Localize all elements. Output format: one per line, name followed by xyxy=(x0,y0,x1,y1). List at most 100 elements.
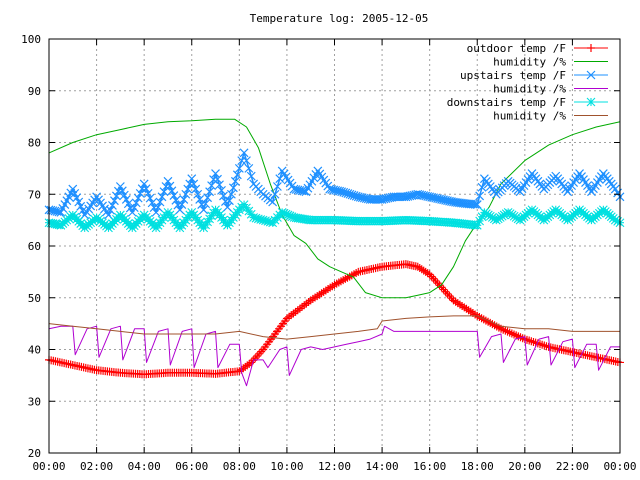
data-point xyxy=(533,339,542,348)
y-tick-label: 80 xyxy=(28,137,41,150)
data-point xyxy=(477,182,487,192)
data-point xyxy=(199,223,209,233)
legend-label: humidity /% xyxy=(493,110,566,123)
data-point xyxy=(230,176,240,186)
y-tick-label: 90 xyxy=(28,85,41,98)
data-point xyxy=(131,198,141,208)
data-point xyxy=(246,171,256,181)
data-point xyxy=(165,181,175,191)
data-point xyxy=(145,193,155,203)
data-point xyxy=(470,200,480,209)
x-tick-label: 12:00 xyxy=(318,460,351,473)
data-point xyxy=(423,269,432,278)
data-point xyxy=(195,195,205,204)
data-point xyxy=(472,200,482,210)
data-point xyxy=(256,215,266,224)
data-point xyxy=(127,207,137,217)
data-point xyxy=(249,213,258,222)
chart-title: Temperature log: 2005-12-05 xyxy=(250,12,429,25)
data-point xyxy=(244,163,254,173)
data-point xyxy=(538,340,547,349)
data-point xyxy=(110,196,119,206)
data-point xyxy=(123,199,133,209)
data-point xyxy=(217,185,226,195)
series-0 xyxy=(45,260,624,379)
data-point xyxy=(283,210,293,220)
series-layer xyxy=(44,118,625,387)
x-tick-label: 10:00 xyxy=(270,460,303,473)
x-tick-label: 14:00 xyxy=(366,460,399,473)
series-line xyxy=(48,315,620,340)
x-tick-label: 18:00 xyxy=(461,460,494,473)
x-tick-label: 22:00 xyxy=(556,460,589,473)
data-point xyxy=(246,209,256,219)
data-point xyxy=(242,156,251,166)
series-line xyxy=(48,325,620,387)
data-point xyxy=(226,189,236,199)
data-point xyxy=(261,216,270,226)
data-point xyxy=(279,208,289,218)
data-point xyxy=(213,174,222,184)
y-tick-label: 20 xyxy=(28,447,41,460)
data-point xyxy=(268,197,278,207)
x-tick-label: 08:00 xyxy=(223,460,256,473)
data-point xyxy=(610,215,620,225)
data-point xyxy=(239,148,249,158)
data-point xyxy=(181,189,191,199)
data-point xyxy=(179,195,189,204)
data-point xyxy=(242,203,251,213)
data-point xyxy=(234,163,244,173)
data-point xyxy=(232,170,242,180)
series-1 xyxy=(48,118,621,299)
series-line xyxy=(48,118,621,299)
x-tick-label: 00:00 xyxy=(32,460,65,473)
data-point xyxy=(113,186,123,196)
data-point xyxy=(251,213,261,223)
data-point xyxy=(211,169,220,178)
data-point xyxy=(205,214,214,224)
data-point xyxy=(224,196,234,206)
data-point xyxy=(475,191,485,201)
data-point xyxy=(277,207,287,217)
legend-label: humidity /% xyxy=(493,56,566,69)
legend-label: upstairs temp /F xyxy=(460,69,566,82)
data-point xyxy=(175,205,185,215)
data-point xyxy=(155,197,165,207)
x-tick-label: 04:00 xyxy=(128,460,161,473)
data-point xyxy=(527,337,536,346)
legend-label: downstairs temp /F xyxy=(447,96,566,109)
data-point xyxy=(151,207,161,217)
data-point xyxy=(207,211,216,221)
data-point xyxy=(265,217,275,227)
data-point xyxy=(270,189,280,199)
data-point xyxy=(106,205,115,215)
data-point xyxy=(223,202,232,212)
data-point xyxy=(613,217,623,226)
legend-label: outdoor temp /F xyxy=(467,42,566,55)
data-point xyxy=(153,202,163,212)
x-tick-label: 02:00 xyxy=(80,460,113,473)
data-point xyxy=(161,182,171,191)
data-point xyxy=(258,215,268,225)
y-tick-label: 70 xyxy=(28,188,41,201)
data-point xyxy=(263,217,273,226)
data-point xyxy=(201,199,211,209)
data-point xyxy=(163,176,173,186)
data-point xyxy=(68,184,78,194)
data-point xyxy=(70,188,80,198)
data-point xyxy=(167,186,177,196)
data-point xyxy=(253,214,263,224)
data-point xyxy=(219,191,228,201)
y-tick-label: 40 xyxy=(28,344,41,357)
data-point xyxy=(203,193,213,203)
data-point xyxy=(189,179,199,189)
data-point xyxy=(203,217,212,227)
data-point xyxy=(117,186,127,196)
data-point xyxy=(137,184,147,194)
data-point xyxy=(468,199,478,209)
data-point xyxy=(119,190,129,200)
data-point xyxy=(135,188,145,198)
data-point xyxy=(285,211,295,221)
